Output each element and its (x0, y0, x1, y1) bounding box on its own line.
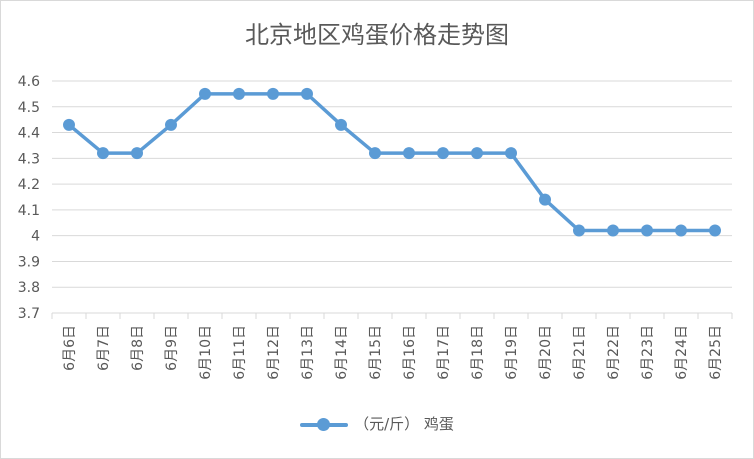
chart-title: 北京地区鸡蛋价格走势图 (245, 21, 509, 49)
x-tick-label: 6月19日 (504, 325, 520, 380)
data-point (505, 147, 517, 160)
y-tick-label: 4.2 (18, 177, 40, 193)
x-tick-label: 6月8日 (130, 325, 146, 371)
data-point (675, 224, 687, 237)
data-point (709, 224, 721, 237)
data-point (573, 224, 585, 237)
data-point (63, 118, 75, 131)
data-point (369, 147, 381, 160)
x-tick-label: 6月18日 (470, 325, 486, 380)
x-tick-label: 6月23日 (640, 325, 656, 380)
x-tick-label: 6月6日 (62, 325, 78, 371)
x-tick-label: 6月15日 (368, 325, 384, 380)
x-tick-label: 6月20日 (538, 325, 554, 380)
data-point (403, 147, 415, 160)
data-point (607, 224, 619, 237)
x-tick-label: 6月16日 (402, 325, 418, 380)
legend-label: （元/斤） 鸡蛋 (354, 415, 454, 433)
data-point (641, 224, 653, 237)
x-tick-label: 6月24日 (674, 325, 690, 380)
data-point (301, 87, 313, 100)
y-tick-label: 3.7 (18, 306, 40, 322)
data-point (267, 87, 279, 100)
data-point (131, 147, 143, 160)
data-point (165, 118, 177, 131)
data-point (539, 193, 551, 206)
x-tick-label: 6月14日 (334, 325, 350, 380)
x-tick-label: 6月17日 (436, 325, 452, 380)
y-tick-label: 4.1 (18, 203, 40, 219)
y-tick-label: 4.3 (18, 151, 40, 167)
x-tick-label: 6月7日 (96, 325, 112, 371)
x-tick-label: 6月21日 (572, 325, 588, 380)
x-tick-label: 6月10日 (198, 325, 214, 380)
legend: （元/斤） 鸡蛋 (1, 413, 753, 434)
y-tick-label: 3.9 (18, 254, 40, 270)
x-tick-label: 6月13日 (300, 325, 316, 380)
y-tick-label: 4.4 (18, 126, 40, 142)
data-point (471, 147, 483, 160)
x-tick-label: 6月9日 (164, 325, 180, 371)
data-point (437, 147, 449, 160)
y-tick-label: 4 (31, 229, 40, 245)
data-point (199, 87, 211, 100)
x-tick-label: 6月12日 (266, 325, 282, 380)
y-tick-label: 4.5 (18, 100, 40, 116)
x-tick-label: 6月25日 (708, 325, 724, 380)
data-point (335, 118, 347, 131)
x-tick-label: 6月22日 (606, 325, 622, 380)
legend-swatch (300, 414, 349, 434)
x-tick-label: 6月11日 (232, 325, 248, 380)
data-point (233, 87, 245, 100)
y-tick-label: 3.8 (18, 280, 40, 296)
y-tick-label: 4.6 (18, 74, 40, 90)
data-point (97, 147, 109, 160)
